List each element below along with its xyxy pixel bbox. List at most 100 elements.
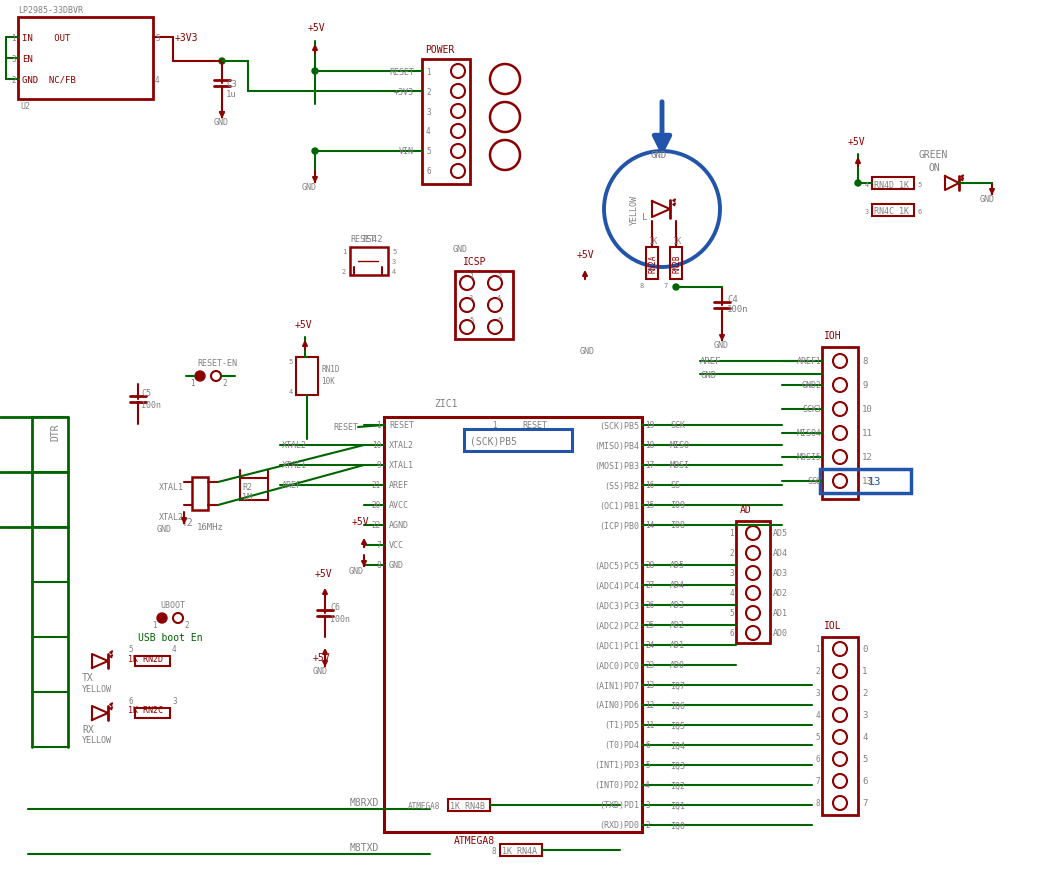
Text: 8: 8 <box>492 847 496 856</box>
Text: MISO: MISO <box>797 429 817 438</box>
Text: 5: 5 <box>289 358 293 365</box>
Text: 5: 5 <box>816 453 820 462</box>
Text: (ADC5)PC5: (ADC5)PC5 <box>594 561 639 569</box>
Text: RESET: RESET <box>522 421 547 430</box>
Text: (ICP)PB0: (ICP)PB0 <box>599 521 639 530</box>
Text: AD3: AD3 <box>772 569 788 578</box>
Text: 6: 6 <box>729 628 734 637</box>
Text: RX: RX <box>82 724 94 734</box>
Text: AD: AD <box>740 504 751 514</box>
Text: 5: 5 <box>392 249 396 255</box>
Text: 4: 4 <box>645 780 650 789</box>
Text: 3: 3 <box>426 107 431 116</box>
Bar <box>822 637 858 815</box>
Text: C6: C6 <box>330 603 341 611</box>
Text: 15: 15 <box>645 501 655 510</box>
Text: ATMEGA8: ATMEGA8 <box>454 835 495 845</box>
Text: L: L <box>642 214 647 223</box>
Text: 1: 1 <box>376 421 382 430</box>
Text: RESET: RESET <box>389 67 414 76</box>
Text: 2: 2 <box>729 549 734 558</box>
Text: 100n: 100n <box>141 400 161 409</box>
Text: TX: TX <box>82 672 94 682</box>
Text: 22: 22 <box>372 521 382 530</box>
Bar <box>296 358 318 395</box>
Text: R2: R2 <box>242 482 252 491</box>
Text: 1: 1 <box>729 529 734 538</box>
Text: 2: 2 <box>12 75 16 84</box>
Text: UBOOT: UBOOT <box>160 601 185 610</box>
Text: 1K RN4A: 1K RN4A <box>502 847 537 856</box>
Text: 2: 2 <box>497 273 501 279</box>
Text: 7: 7 <box>664 283 668 289</box>
Text: GND  NC/FB: GND NC/FB <box>22 75 76 84</box>
Bar <box>192 477 208 510</box>
Circle shape <box>195 372 205 382</box>
Text: (RXD)PD0: (RXD)PD0 <box>599 821 639 830</box>
Text: SS: SS <box>669 481 680 490</box>
Text: 4: 4 <box>154 75 160 84</box>
Text: 2: 2 <box>816 381 820 390</box>
Text: +5V: +5V <box>315 569 332 578</box>
Circle shape <box>673 284 679 291</box>
Text: MOSI: MOSI <box>669 461 691 470</box>
Text: 21: 21 <box>372 481 382 490</box>
Text: AD4: AD4 <box>669 581 685 590</box>
Text: AD2: AD2 <box>772 589 788 598</box>
Text: (ADC2)PC2: (ADC2)PC2 <box>594 620 639 629</box>
Circle shape <box>856 181 861 187</box>
Text: 25: 25 <box>645 620 655 629</box>
Text: 1: 1 <box>152 620 157 629</box>
Text: 27: 27 <box>645 581 655 590</box>
Text: 4: 4 <box>392 269 396 274</box>
Text: 5: 5 <box>645 761 650 770</box>
Text: 3: 3 <box>645 801 650 810</box>
Text: AD5: AD5 <box>669 561 685 569</box>
Text: LP2985-33DBVR: LP2985-33DBVR <box>18 5 83 14</box>
Text: 6: 6 <box>497 316 501 323</box>
Text: 18: 18 <box>645 441 655 450</box>
Text: 1: 1 <box>190 379 195 388</box>
Text: 19: 19 <box>645 421 655 430</box>
Text: 12: 12 <box>862 453 872 462</box>
Bar <box>384 417 642 832</box>
Bar <box>872 178 914 190</box>
Text: 100n: 100n <box>330 615 350 624</box>
Text: RN4D 1K: RN4D 1K <box>874 181 909 190</box>
Text: GND: GND <box>802 381 817 390</box>
Text: 6: 6 <box>645 740 650 750</box>
Text: 1K RN4B: 1K RN4B <box>450 802 485 811</box>
Text: 13: 13 <box>645 680 655 690</box>
Bar <box>646 248 658 280</box>
Text: XTAL1: XTAL1 <box>282 461 307 470</box>
Text: 6: 6 <box>128 696 133 705</box>
Text: C3: C3 <box>226 80 236 89</box>
Text: AD2: AD2 <box>669 620 685 629</box>
Text: AREF: AREF <box>282 481 302 490</box>
Text: GND: GND <box>714 340 729 350</box>
Text: GND: GND <box>214 117 229 126</box>
Text: 4: 4 <box>816 711 820 720</box>
Text: GND: GND <box>349 567 364 576</box>
Text: IQ2: IQ2 <box>669 780 685 789</box>
Text: 1u: 1u <box>226 89 236 98</box>
Text: 2: 2 <box>222 379 227 388</box>
Text: AD3: AD3 <box>669 601 685 610</box>
Text: 17: 17 <box>645 461 655 470</box>
Text: 7: 7 <box>816 777 820 786</box>
Text: RESET-EN: RESET-EN <box>197 359 236 368</box>
Text: 3: 3 <box>729 569 734 578</box>
Text: 8: 8 <box>862 357 867 366</box>
Text: IQ6: IQ6 <box>669 701 685 710</box>
Text: +5V: +5V <box>848 137 866 147</box>
Text: GND: GND <box>980 195 995 204</box>
Text: GND: GND <box>389 561 404 569</box>
Text: (MOSI)PB3: (MOSI)PB3 <box>594 461 639 470</box>
Text: AD1: AD1 <box>669 641 685 650</box>
Text: POWER: POWER <box>425 45 454 55</box>
Text: 10: 10 <box>372 441 382 450</box>
Text: 6: 6 <box>816 477 820 486</box>
Bar <box>135 708 170 718</box>
Text: AREF: AREF <box>700 357 721 366</box>
Text: 16: 16 <box>645 481 655 490</box>
